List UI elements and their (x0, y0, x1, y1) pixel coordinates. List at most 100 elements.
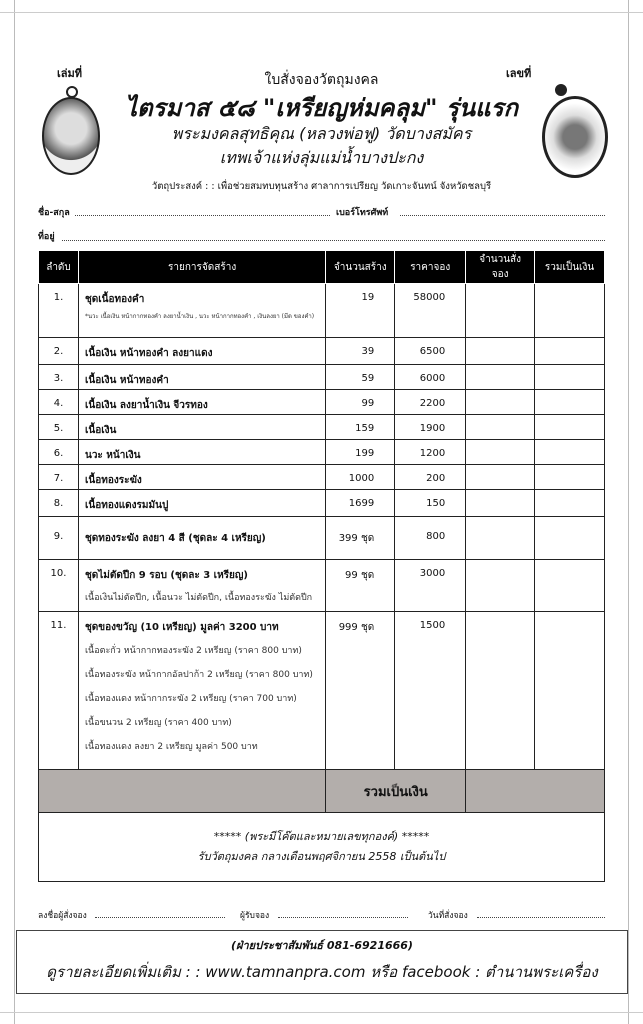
quantity: 1000 (325, 464, 396, 490)
pr-contact: (ฝ่ายประชาสัมพันธ์ 081-6921666) (231, 939, 413, 952)
total-label: รวมเป็นเงิน (325, 769, 467, 813)
receiver-field[interactable] (278, 917, 408, 918)
total-cell[interactable] (534, 611, 605, 770)
footer-box: (ฝ่ายประชาสัมพันธ์ 081-6921666) ดูรายละเ… (16, 930, 628, 994)
page-border-top (0, 12, 643, 13)
item-name: ชุดไม่ตัดปีก 9 รอบ (ชุดละ 3 เหรียญ) (84, 570, 249, 581)
item-name: เนื้อทองระฆัง (77, 464, 327, 490)
col-header-price: ราคาจอง (394, 250, 467, 284)
total-cell[interactable] (534, 389, 605, 415)
order-qty-cell[interactable] (465, 364, 536, 390)
price: 150 (394, 489, 467, 517)
order-qty-cell[interactable] (465, 283, 536, 338)
quantity: 99 ชุด (325, 559, 396, 612)
item-name: ชุดของขวัญ (10 เหรียญ) มูลค่า 3200 บาท (84, 622, 279, 633)
item-name: เนื้อเงิน หน้าทองคำ ลงยาแดง (77, 337, 327, 365)
row-no: 9. (38, 516, 79, 560)
quantity: 159 (325, 414, 396, 440)
col-header-item: รายการจัดสร้าง (77, 250, 327, 284)
row-no: 4. (38, 389, 79, 415)
quantity: 199 (325, 439, 396, 465)
item-detail: เนื้อทองระฆัง หน้ากากอัลปาก้า 2 เหรียญ (… (84, 670, 313, 680)
item-detail: เนื้อตะกั่ว หน้ากากทองระฆัง 2 เหรียญ (รา… (84, 646, 302, 656)
order-date-label: วันที่สั่งจอง (428, 911, 468, 921)
col-header-total: รวมเป็นเงิน (534, 250, 605, 284)
page-border-left (14, 0, 15, 1024)
page-border-bottom (0, 1012, 643, 1013)
garuda-medal-icon (542, 96, 608, 178)
quantity: 1699 (325, 489, 396, 517)
receiver-label: ผู้รับจอง (240, 911, 270, 921)
item-detail: เนื้อทองแดง ลงยา 2 เหรียญ มูลค่า 500 บาท (84, 742, 258, 752)
price: 2200 (394, 389, 467, 415)
grand-total-cell[interactable] (465, 769, 605, 813)
table-row: 7. เนื้อทองระฆัง 1000 200 (38, 464, 605, 490)
row-no: 3. (38, 364, 79, 390)
phone-field[interactable] (400, 215, 605, 216)
total-row: รวมเป็นเงิน (37, 769, 605, 813)
item-name: ชุดทองระฆัง ลงยา 4 สี (ชุดละ 4 เหรียญ) (77, 516, 327, 560)
price: 800 (394, 516, 467, 560)
address-field[interactable] (62, 240, 605, 241)
total-cell[interactable] (534, 489, 605, 517)
page-border-right (628, 0, 629, 1024)
price: 1900 (394, 414, 467, 440)
table-row: 6. นวะ หน้าเงิน 199 1200 (38, 439, 605, 465)
row-no: 8. (38, 489, 79, 517)
item-name: ชุดเนื้อทองคำ (84, 294, 145, 305)
quantity: 19 (325, 283, 396, 338)
col-header-quantity: จำนวนสร้าง (325, 250, 396, 284)
order-qty-cell[interactable] (465, 439, 536, 465)
total-cell[interactable] (534, 464, 605, 490)
item-name: เนื้อเงิน ลงยาน้ำเงิน จีวรทอง (77, 389, 327, 415)
medal-ring-icon (555, 84, 567, 96)
row-no: 11. (38, 611, 79, 770)
subtitle-monk: พระมงคลสุทธิคุณ (หลวงพ่อฟู) วัดบางสมัคร (171, 124, 472, 143)
order-qty-cell[interactable] (465, 337, 536, 365)
col-header-order-qty: จำนวนสั่งจอง (465, 250, 536, 284)
quantity: 59 (325, 364, 396, 390)
order-qty-cell[interactable] (465, 516, 536, 560)
quantity: 399 ชุด (325, 516, 396, 560)
main-title: ไตรมาส ๕๘ "เหรียญห่มคลุม" รุ่นแรก (124, 94, 519, 122)
order-date-field[interactable] (477, 917, 605, 918)
quantity: 999 ชุด (325, 611, 396, 770)
order-qty-cell[interactable] (465, 559, 536, 612)
order-qty-cell[interactable] (465, 489, 536, 517)
row-no: 6. (38, 439, 79, 465)
table-header-row: ลำดับ รายการจัดสร้าง จำนวนสร้าง ราคาจอง … (38, 250, 605, 284)
address-label: ที่อยู่ (38, 232, 55, 242)
order-qty-cell[interactable] (465, 611, 536, 770)
price: 6500 (394, 337, 467, 365)
orderer-signature-field[interactable] (95, 917, 225, 918)
table-row: 9. ชุดทองระฆัง ลงยา 4 สี (ชุดละ 4 เหรียญ)… (38, 516, 605, 560)
total-cell[interactable] (534, 439, 605, 465)
quantity: 99 (325, 389, 396, 415)
price: 6000 (394, 364, 467, 390)
table-row: 4. เนื้อเงิน ลงยาน้ำเงิน จีวรทอง 99 2200 (38, 389, 605, 415)
total-cell[interactable] (534, 516, 605, 560)
table-row: 5. เนื้อเงิน 159 1900 (38, 414, 605, 440)
more-info: ดูรายละเอียดเพิ่มเติม : : www.tamnanpra.… (46, 963, 598, 981)
row-no: 7. (38, 464, 79, 490)
row-no: 2. (38, 337, 79, 365)
row-no: 5. (38, 414, 79, 440)
monk-portrait-medal-icon (42, 97, 100, 175)
total-cell[interactable] (534, 337, 605, 365)
table-row: 11. ชุดของขวัญ (10 เหรียญ) มูลค่า 3200 บ… (38, 611, 605, 770)
price: 1500 (394, 611, 467, 770)
row-no: 10. (38, 559, 79, 612)
total-cell[interactable] (534, 364, 605, 390)
phone-label: เบอร์โทรศัพท์ (336, 208, 389, 218)
total-cell[interactable] (534, 414, 605, 440)
subtitle-epithet: เทพเจ้าแห่งลุ่มแม่น้ำบางปะกง (219, 148, 424, 167)
total-cell[interactable] (534, 283, 605, 338)
order-qty-cell[interactable] (465, 464, 536, 490)
order-qty-cell[interactable] (465, 414, 536, 440)
order-qty-cell[interactable] (465, 389, 536, 415)
item-name: เนื้อเงิน หน้าทองคำ (77, 364, 327, 390)
total-cell[interactable] (534, 559, 605, 612)
item-name: เนื้อทองแดงรมมันปู (77, 489, 327, 517)
name-field[interactable] (75, 215, 330, 216)
item-note: *นวะ เนื้อเงิน หน้ากากทองคำ ลงยาน้ำเงิน … (84, 313, 315, 320)
